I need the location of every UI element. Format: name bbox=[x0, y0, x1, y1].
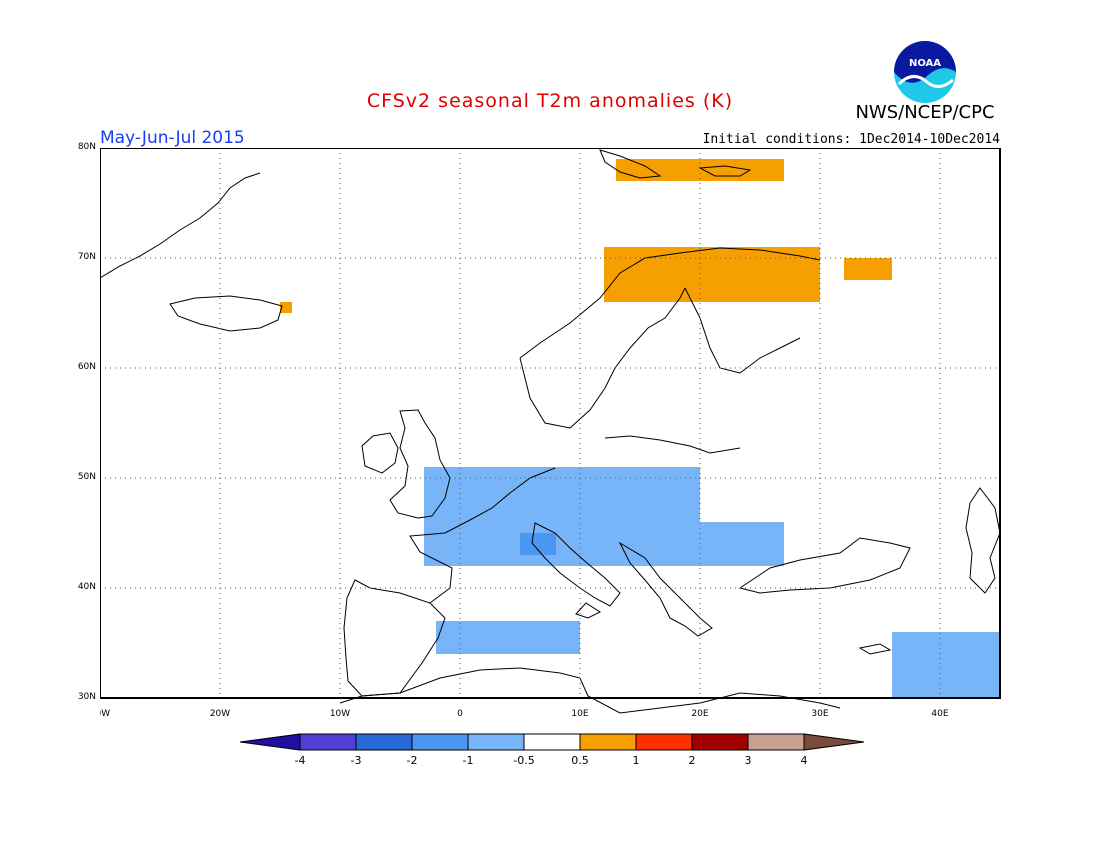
colorbar-min-arrow bbox=[239, 733, 301, 751]
axis-ticks: 30W 20W 10W 0 10E 20E 30E 40E bbox=[100, 709, 949, 719]
colorbar-box bbox=[411, 733, 469, 751]
lon-tick-label: 20W bbox=[210, 709, 230, 719]
lon-tick-label: 40E bbox=[931, 709, 948, 719]
lat-tick-label: 80N bbox=[77, 142, 96, 152]
colorbar-box bbox=[747, 733, 805, 751]
colorbar-box bbox=[467, 733, 525, 751]
lat-tick-label: 30N bbox=[77, 692, 96, 702]
forecast-period: May-Jun-Jul 2015 bbox=[100, 128, 245, 148]
lon-tick-label: 10E bbox=[571, 709, 588, 719]
colorbar-label: 4 bbox=[801, 754, 808, 767]
chart-title: CFSv2 seasonal T2m anomalies (K) bbox=[366, 90, 734, 112]
colorbar-label: -3 bbox=[351, 754, 362, 767]
colorbar-label: 1 bbox=[633, 754, 640, 767]
lon-tick-label: 10W bbox=[330, 709, 350, 719]
colorbar-label: -4 bbox=[295, 754, 306, 767]
colorbar-label: -2 bbox=[407, 754, 418, 767]
colorbar-label: 0.5 bbox=[571, 754, 589, 767]
colorbar-label: -1 bbox=[463, 754, 474, 767]
colorbar-box bbox=[635, 733, 693, 751]
initial-conditions: Initial conditions: 1Dec2014-10Dec2014 bbox=[702, 132, 1000, 147]
anomaly-region bbox=[700, 522, 784, 566]
anomaly-region bbox=[616, 159, 784, 181]
anomaly-region bbox=[280, 302, 292, 313]
colorbar-box bbox=[579, 733, 637, 751]
colorbar-box bbox=[299, 733, 357, 751]
lon-tick-label: 30W bbox=[100, 709, 110, 719]
lat-tick-label: 60N bbox=[77, 362, 96, 372]
lon-tick-label: 20E bbox=[691, 709, 708, 719]
colorbar-box bbox=[691, 733, 749, 751]
noaa-logo: NOAA bbox=[894, 41, 956, 103]
graticule bbox=[100, 148, 1000, 698]
logo-text: NOAA bbox=[909, 58, 941, 69]
map-panel: 30W 20W 10W 0 10E 20E 30E 40E bbox=[100, 148, 1001, 719]
agency-label: NWS/NCEP/CPC bbox=[855, 102, 995, 123]
map-frame bbox=[100, 148, 1001, 699]
anomaly-region bbox=[520, 533, 556, 555]
anomaly-layer bbox=[280, 159, 1000, 698]
anomaly-region bbox=[844, 258, 892, 280]
anomaly-region bbox=[424, 467, 700, 566]
colorbar-box bbox=[523, 733, 581, 751]
colorbar-label: 2 bbox=[689, 754, 696, 767]
colorbar-max-arrow bbox=[803, 733, 865, 751]
colorbar-label: 3 bbox=[745, 754, 752, 767]
lon-tick-label: 0 bbox=[457, 709, 463, 719]
colorbar-label: -0.5 bbox=[513, 754, 534, 767]
colorbar: -4 -3 -2 -1 -0.5 0.5 1 2 3 4 bbox=[239, 733, 865, 767]
anomaly-region bbox=[892, 632, 1000, 698]
lat-tick-label: 40N bbox=[77, 582, 96, 592]
lat-tick-label: 50N bbox=[77, 472, 96, 482]
anomaly-region bbox=[604, 247, 820, 302]
lon-tick-label: 30E bbox=[811, 709, 828, 719]
colorbar-box bbox=[355, 733, 413, 751]
lat-tick-label: 70N bbox=[77, 252, 96, 262]
anomaly-region bbox=[436, 621, 580, 654]
